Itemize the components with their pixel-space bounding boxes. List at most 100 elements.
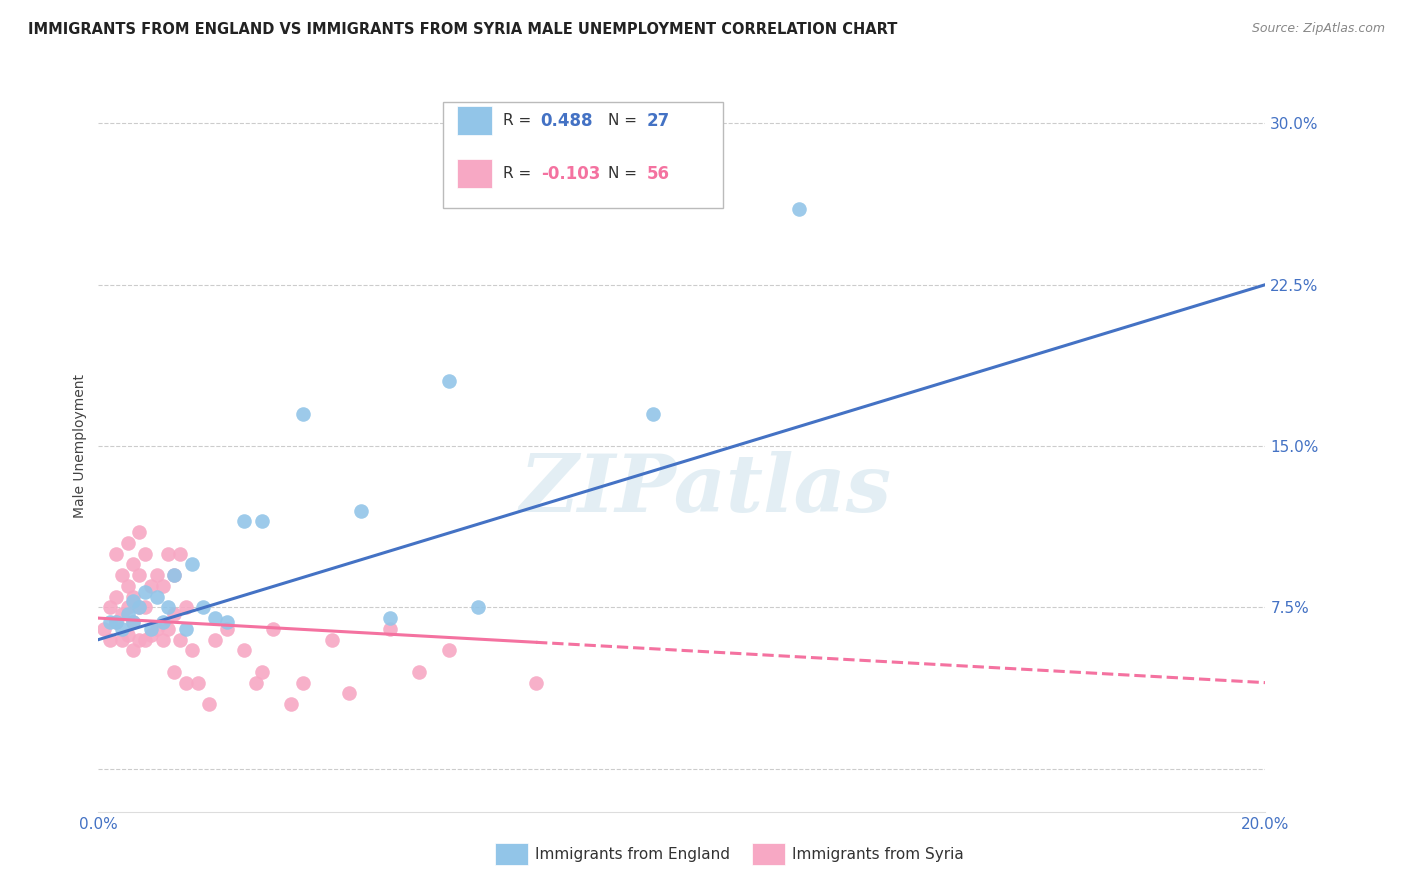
Point — [111, 632, 134, 647]
Point — [163, 568, 186, 582]
Point — [187, 675, 209, 690]
Point — [152, 615, 174, 630]
Point — [93, 622, 115, 636]
Point — [152, 579, 174, 593]
Point — [250, 665, 273, 679]
Point — [250, 514, 273, 528]
Text: N =: N = — [609, 166, 643, 181]
Point — [117, 628, 139, 642]
FancyBboxPatch shape — [457, 159, 492, 188]
Point — [174, 675, 197, 690]
Point — [104, 547, 127, 561]
FancyBboxPatch shape — [457, 106, 492, 136]
Point — [157, 547, 180, 561]
Point — [467, 600, 489, 615]
Point — [117, 579, 139, 593]
Point — [146, 590, 169, 604]
Point — [291, 675, 314, 690]
Point — [245, 675, 267, 690]
Point — [204, 632, 226, 647]
Point — [134, 547, 156, 561]
Point — [163, 607, 186, 621]
Point — [117, 536, 139, 550]
Point — [215, 622, 238, 636]
FancyBboxPatch shape — [752, 843, 785, 865]
Point — [437, 643, 460, 657]
FancyBboxPatch shape — [495, 843, 527, 865]
Point — [262, 622, 284, 636]
Point — [169, 632, 191, 647]
Point — [128, 524, 150, 539]
Point — [437, 375, 460, 389]
Point — [122, 594, 145, 608]
Text: R =: R = — [503, 166, 537, 181]
Point — [128, 600, 150, 615]
Point — [233, 514, 256, 528]
Point — [180, 643, 202, 657]
Point — [128, 568, 150, 582]
Point — [122, 615, 145, 630]
Point — [139, 579, 162, 593]
Point — [111, 607, 134, 621]
Point — [128, 632, 150, 647]
Point — [163, 665, 186, 679]
Point — [122, 558, 145, 572]
Point — [104, 615, 127, 630]
Point — [408, 665, 430, 679]
FancyBboxPatch shape — [443, 103, 723, 209]
Point — [146, 622, 169, 636]
Point — [174, 600, 197, 615]
Point — [787, 202, 810, 217]
Text: 0.488: 0.488 — [541, 112, 593, 129]
Point — [641, 407, 664, 421]
Point — [117, 607, 139, 621]
Point — [104, 590, 127, 604]
Point — [134, 600, 156, 615]
Text: Source: ZipAtlas.com: Source: ZipAtlas.com — [1251, 22, 1385, 36]
Point — [204, 611, 226, 625]
Point — [321, 632, 343, 647]
Point — [139, 622, 162, 636]
Text: 56: 56 — [647, 165, 669, 183]
Point — [117, 600, 139, 615]
Point — [122, 615, 145, 630]
Text: ZIPatlas: ZIPatlas — [519, 451, 891, 529]
Point — [291, 407, 314, 421]
Point — [111, 622, 134, 636]
Point — [122, 590, 145, 604]
Point — [104, 615, 127, 630]
Point — [169, 547, 191, 561]
Point — [193, 600, 215, 615]
Point — [98, 615, 121, 630]
Text: 27: 27 — [647, 112, 671, 129]
Text: N =: N = — [609, 113, 643, 128]
Point — [134, 585, 156, 599]
Point — [134, 632, 156, 647]
Point — [98, 632, 121, 647]
Point — [152, 632, 174, 647]
Y-axis label: Male Unemployment: Male Unemployment — [73, 374, 87, 518]
Point — [122, 643, 145, 657]
Text: R =: R = — [503, 113, 537, 128]
Point — [215, 615, 238, 630]
Point — [157, 600, 180, 615]
Point — [163, 568, 186, 582]
Text: Immigrants from Syria: Immigrants from Syria — [792, 847, 963, 862]
Point — [128, 600, 150, 615]
Point — [524, 675, 547, 690]
Point — [280, 697, 302, 711]
Point — [146, 568, 169, 582]
Point — [180, 558, 202, 572]
Point — [139, 628, 162, 642]
Point — [98, 600, 121, 615]
Text: IMMIGRANTS FROM ENGLAND VS IMMIGRANTS FROM SYRIA MALE UNEMPLOYMENT CORRELATION C: IMMIGRANTS FROM ENGLAND VS IMMIGRANTS FR… — [28, 22, 897, 37]
Point — [380, 622, 402, 636]
Point — [380, 611, 402, 625]
Point — [337, 686, 360, 700]
Point — [111, 568, 134, 582]
Point — [350, 503, 373, 517]
Point — [174, 622, 197, 636]
Text: Immigrants from England: Immigrants from England — [534, 847, 730, 862]
Point — [157, 622, 180, 636]
Point — [198, 697, 221, 711]
